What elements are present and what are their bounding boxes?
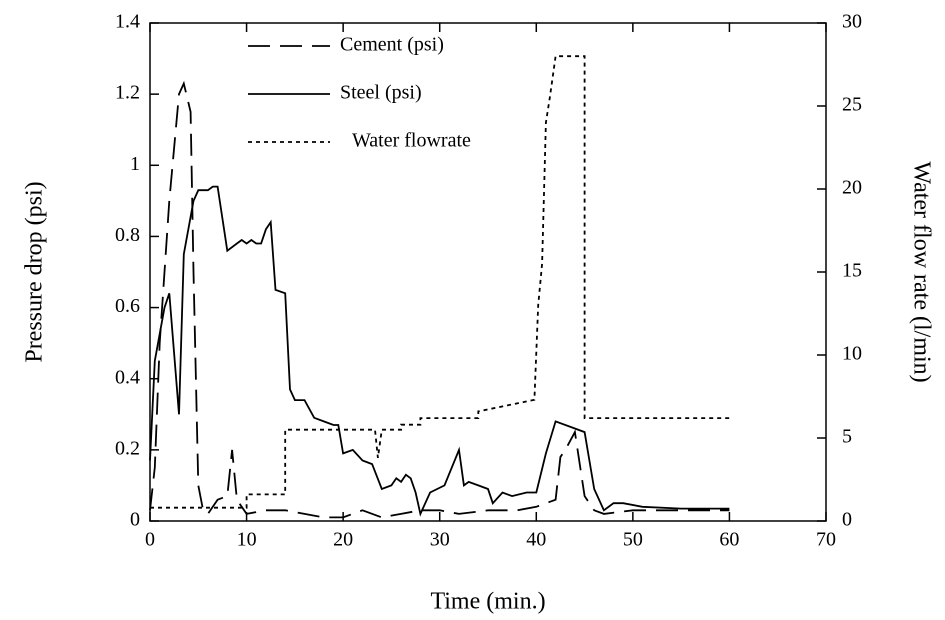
y2-tick-label: 5	[842, 426, 852, 448]
x-tick-label: 60	[719, 529, 739, 551]
y2-tick-label: 15	[842, 260, 862, 282]
y-axis-title: Pressure drop (psi)	[22, 181, 48, 362]
y2-tick-label: 30	[842, 11, 862, 33]
x-tick-label: 40	[526, 529, 546, 551]
y-tick-label: 0.2	[115, 437, 140, 459]
x-tick-label: 70	[816, 529, 836, 551]
y2-tick-label: 0	[842, 509, 852, 531]
plot-frame	[149, 22, 827, 522]
y-tick-label: 1.4	[115, 11, 140, 33]
y-tick-label: 1.2	[115, 82, 140, 104]
x-tick-label: 50	[623, 529, 643, 551]
y2-tick-label: 10	[842, 343, 862, 365]
series-line	[149, 80, 730, 519]
legend-label: Cement (psi)	[340, 34, 444, 56]
series-line	[150, 55, 730, 509]
series-line	[149, 185, 730, 517]
x-tick-label: 10	[237, 529, 257, 551]
x-tick-label: 30	[430, 529, 450, 551]
y-tick-label: 0.8	[115, 224, 140, 246]
y2-axis-title: Water flow rate (l/min)	[908, 161, 934, 382]
x-axis-title: Time (min.)	[430, 589, 545, 615]
x-tick-label: 0	[145, 529, 155, 551]
y-tick-label: 1	[130, 153, 140, 175]
y-tick-label: 0.6	[115, 295, 140, 317]
y2-tick-label: 25	[842, 94, 862, 116]
legend-label: Water flowrate	[352, 130, 471, 152]
x-tick-label: 20	[333, 529, 353, 551]
y2-tick-label: 20	[842, 177, 862, 199]
y-tick-label: 0	[130, 509, 140, 531]
legend-label: Steel (psi)	[340, 82, 422, 104]
y-tick-label: 0.4	[115, 366, 140, 388]
